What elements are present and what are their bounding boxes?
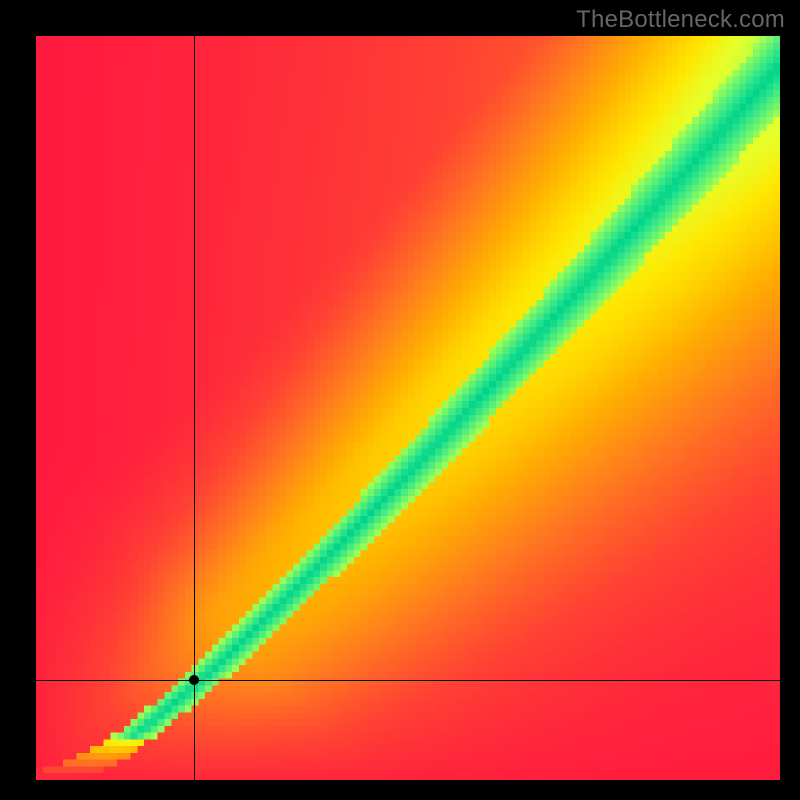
chart-container: TheBottleneck.com — [0, 0, 800, 800]
bottleneck-heatmap — [36, 36, 780, 780]
crosshair-horizontal — [36, 680, 780, 681]
watermark-text: TheBottleneck.com — [576, 6, 785, 34]
crosshair-vertical — [194, 36, 195, 780]
